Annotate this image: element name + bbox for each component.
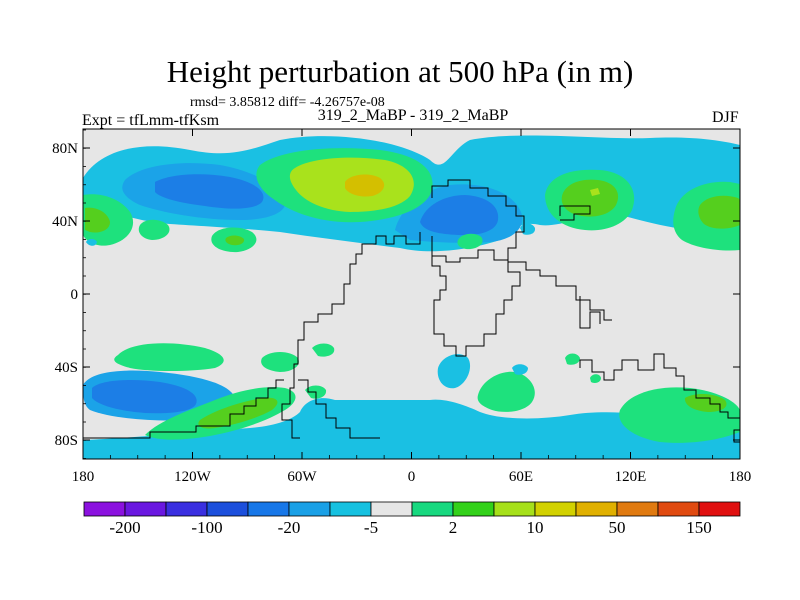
contour-high-southpacific-east xyxy=(261,352,299,372)
coast-africa xyxy=(431,236,521,357)
coast-antarctica-east xyxy=(733,429,740,443)
lon-tick-label: 60E xyxy=(509,469,533,485)
lat-tick-label: 40S xyxy=(55,360,78,376)
lon-tick-label: 0 xyxy=(408,469,416,485)
colorbar-label: -200 xyxy=(109,518,140,537)
colorbar-swatch xyxy=(288,501,331,517)
contour-high-southpacific-east-core xyxy=(684,394,727,412)
contour-small-asia xyxy=(457,233,483,250)
lon-tick-label: 180 xyxy=(72,469,95,485)
contour-high-south-small xyxy=(565,353,580,365)
contour-high-asia-core xyxy=(590,188,600,196)
colorbar-swatch xyxy=(616,501,659,517)
lon-tick-label: 120E xyxy=(615,469,647,485)
lat-tick-label: 40N xyxy=(52,214,78,230)
colorbar-swatch xyxy=(165,501,208,517)
contour-high-westpacific-north-core xyxy=(85,207,110,233)
colorbar-label: 2 xyxy=(449,518,458,537)
coast-south-asia xyxy=(579,296,601,329)
colorbar-swatch xyxy=(452,501,495,517)
coast-europe xyxy=(281,232,421,439)
lon-tick-label: 120W xyxy=(174,469,212,485)
latitude-ticks: 80N 40N 0 40S 80S xyxy=(52,129,740,459)
lat-tick-label: 0 xyxy=(71,287,79,303)
colorbar-swatch xyxy=(247,501,290,517)
colorbar-label: 10 xyxy=(527,518,544,537)
stats-label: rmsd= 3.85812 diff= -4.26757e-08 xyxy=(190,95,385,110)
plot-title: Height perturbation at 500 hPa (in m) xyxy=(166,54,634,89)
lon-tick-label: 180 xyxy=(729,469,752,485)
subtitle-label: 319_2_MaBP - 319_2_MaBP xyxy=(317,107,509,124)
colorbar-swatch xyxy=(329,501,372,517)
coastlines xyxy=(83,179,740,443)
colorbar-label: 50 xyxy=(609,518,626,537)
colorbar-swatch xyxy=(411,501,454,517)
colorbar-swatch xyxy=(575,501,618,517)
colorbar-label: -100 xyxy=(191,518,222,537)
lat-tick-label: 80N xyxy=(52,141,78,157)
contour-high-nam-small-core xyxy=(225,235,245,246)
colorbar-swatch xyxy=(657,501,700,517)
contour-high-southpacific xyxy=(114,343,224,371)
coast-eurasia xyxy=(431,179,612,321)
contour-low-southatlantic xyxy=(83,398,740,459)
coast-antarctica xyxy=(83,379,284,439)
colorbar-swatch xyxy=(83,501,126,517)
colorbar-swatch xyxy=(206,501,249,517)
contour-small-pacific-low xyxy=(86,239,97,246)
colorbar-swatch xyxy=(698,501,741,517)
contour-high-southamerica xyxy=(312,343,335,357)
colorbar-swatch xyxy=(370,501,413,517)
coast-southamerica-tip xyxy=(298,379,380,439)
contour-high-southamerica-west-core xyxy=(198,397,278,429)
contour-high-pacific-small xyxy=(138,219,170,240)
contour-high-atlantic-core xyxy=(345,174,385,197)
contour-high-northeast-core xyxy=(698,195,740,229)
contour-high-south-small-2 xyxy=(590,374,601,383)
contour-field xyxy=(83,129,740,459)
season-label: DJF xyxy=(712,109,739,126)
experiment-label: Expt = tfLmm-tfKsm xyxy=(82,112,220,129)
lon-tick-label: 60W xyxy=(287,469,317,485)
colorbar-swatch xyxy=(534,501,577,517)
contour-high-asia-inner xyxy=(561,179,619,217)
contour-low-southindian-small xyxy=(512,364,528,375)
longitude-ticks: 180 120W 60W 0 60E 120E 180 xyxy=(72,129,752,485)
colorbar-label: -20 xyxy=(278,518,301,537)
colorbar-swatch xyxy=(124,501,167,517)
lat-tick-label: 80S xyxy=(55,433,78,449)
contour-low-southwestpacific-core xyxy=(92,380,197,414)
colorbar-label: 150 xyxy=(686,518,712,537)
contour-low-europe-core xyxy=(420,195,499,236)
contour-low-northpacific-core xyxy=(155,174,264,209)
coast-asia-east xyxy=(559,205,591,221)
contour-low-southatlantic-cell xyxy=(437,354,471,389)
colorbar-swatch xyxy=(493,501,536,517)
coast-australia xyxy=(579,353,740,419)
colorbar-label: -5 xyxy=(364,518,378,537)
colorbar: -200 -100 -20 -5 2 10 50 150 xyxy=(83,501,741,537)
contour-high-southindian xyxy=(477,371,535,412)
